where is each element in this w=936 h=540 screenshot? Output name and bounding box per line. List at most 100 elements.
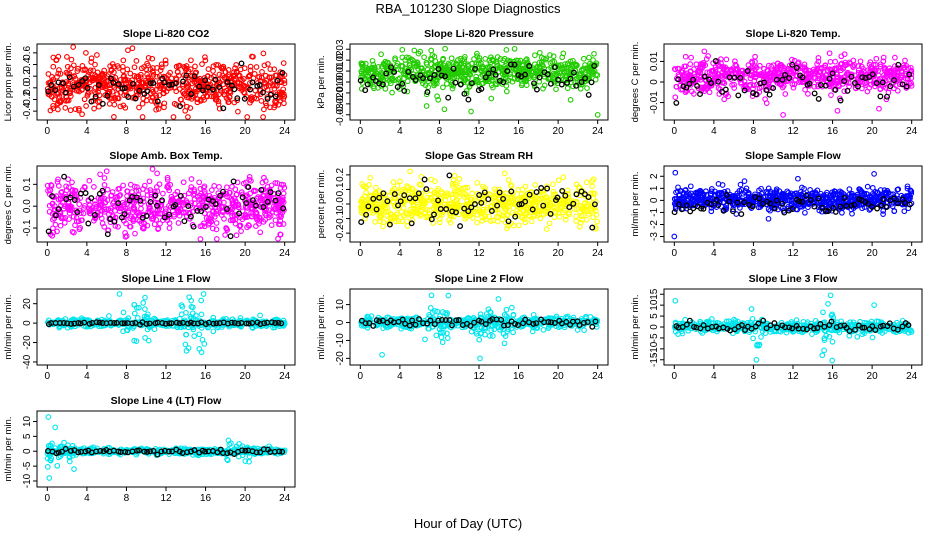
- data-point: [811, 90, 818, 97]
- x-tick-label: 24: [906, 126, 918, 137]
- data-point: [83, 50, 89, 56]
- data-point: [503, 88, 510, 95]
- data-point: [55, 70, 62, 77]
- data-point: [161, 100, 168, 107]
- data-point: [358, 219, 365, 226]
- data-points: [44, 166, 288, 242]
- data-point: [247, 86, 254, 93]
- data-point: [528, 218, 535, 225]
- y-axis-label: kPa per min.: [316, 55, 327, 108]
- data-point: [180, 78, 186, 85]
- data-point: [157, 67, 164, 74]
- data-point: [116, 65, 122, 71]
- x-axis: 0 4 8 12 16 20 24: [672, 242, 918, 259]
- panel-5: Slope Gas Stream RH0 4 8 12 16 20 24-0.2-0.10.…: [316, 150, 609, 259]
- data-point: [62, 89, 69, 96]
- data-point: [154, 170, 160, 177]
- data-point: [153, 106, 159, 113]
- data-point: [124, 77, 131, 84]
- data-point: [246, 72, 253, 79]
- data-point: [88, 55, 95, 62]
- data-point: [104, 82, 111, 89]
- data-point: [156, 181, 163, 188]
- data-point: [111, 114, 117, 120]
- data-point: [173, 88, 180, 95]
- data-point: [131, 64, 138, 71]
- data-point: [150, 80, 157, 87]
- data-point: [119, 85, 126, 92]
- y-tick-label: 0.2: [22, 69, 33, 83]
- data-point: [56, 85, 63, 91]
- data-point: [457, 223, 464, 230]
- data-point: [109, 95, 115, 102]
- data-point: [846, 186, 853, 192]
- data-point: [172, 80, 179, 87]
- data-point: [84, 92, 91, 99]
- data-point: [57, 222, 64, 229]
- data-point: [158, 61, 165, 68]
- data-point: [75, 65, 81, 72]
- y-tick-label: 0.03: [335, 39, 346, 59]
- data-point: [45, 71, 52, 77]
- x-tick-label: 12: [160, 126, 172, 137]
- data-points: [44, 291, 288, 356]
- data-point: [279, 73, 285, 80]
- data-point: [202, 57, 209, 64]
- data-point: [88, 59, 95, 65]
- data-point: [79, 87, 85, 93]
- y-tick-label: 0.4: [22, 57, 33, 71]
- data-point: [279, 92, 286, 98]
- data-point: [737, 181, 744, 188]
- data-point: [149, 68, 156, 75]
- data-point: [543, 226, 550, 232]
- data-point: [76, 201, 83, 208]
- data-point: [894, 87, 901, 94]
- data-point: [120, 309, 127, 316]
- data-point: [233, 62, 240, 68]
- data-point: [262, 72, 269, 79]
- data-point: [247, 80, 253, 86]
- data-point: [86, 177, 93, 184]
- data-point: [149, 55, 156, 62]
- data-point: [260, 50, 267, 57]
- data-point: [876, 105, 882, 112]
- data-point: [69, 179, 75, 186]
- data-point: [503, 47, 510, 53]
- data-point: [532, 182, 539, 188]
- data-point: [254, 92, 261, 98]
- data-point: [256, 82, 263, 88]
- data-point: [177, 103, 183, 110]
- data-point: [586, 54, 592, 61]
- data-point: [136, 77, 143, 84]
- data-point: [474, 219, 480, 226]
- data-point: [567, 96, 574, 103]
- data-point: [202, 77, 209, 84]
- data-point: [280, 60, 287, 66]
- data-points: [357, 45, 601, 118]
- data-point: [139, 100, 146, 107]
- data-point: [92, 93, 99, 100]
- y-tick-label: -0.1: [22, 219, 33, 237]
- data-point: [532, 52, 538, 59]
- data-point: [139, 114, 146, 120]
- data-point: [76, 107, 82, 114]
- data-point: [185, 114, 191, 120]
- data-point: [64, 63, 71, 70]
- data-point: [445, 94, 452, 101]
- data-point: [594, 111, 601, 118]
- x-tick-label: 8: [437, 248, 443, 259]
- data-point: [90, 67, 97, 74]
- data-point: [108, 75, 114, 82]
- data-point: [62, 105, 69, 111]
- data-point: [220, 63, 227, 70]
- data-point: [92, 61, 98, 68]
- data-point: [738, 211, 745, 218]
- y-tick-label: -1: [649, 208, 660, 217]
- x-tick-label: 16: [513, 248, 525, 259]
- data-point: [76, 105, 82, 112]
- data-point: [136, 87, 143, 94]
- data-point: [85, 220, 92, 227]
- x-tick-label: 16: [200, 126, 212, 137]
- x-tick-label: 16: [200, 248, 212, 259]
- data-point: [827, 58, 834, 65]
